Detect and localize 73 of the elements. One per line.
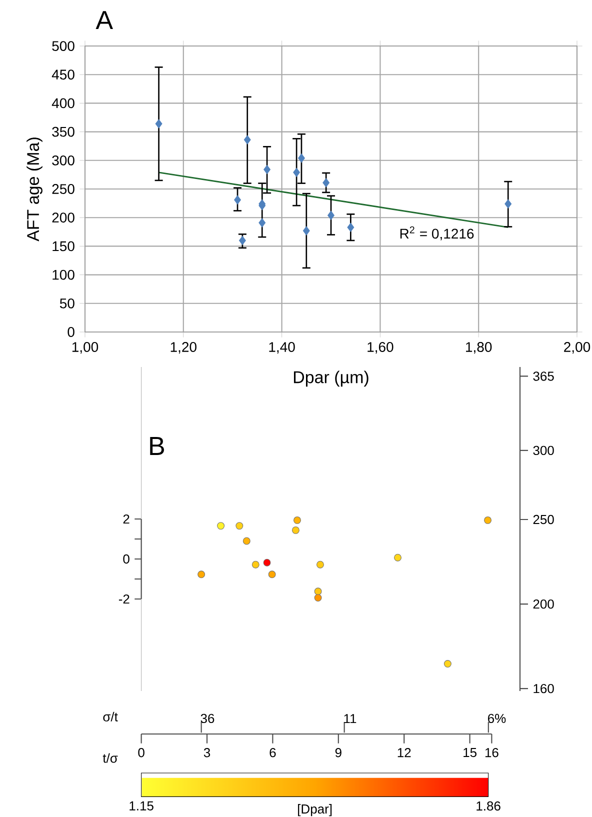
point [298, 154, 305, 163]
y-tick-label: 50 [60, 298, 74, 308]
point [292, 526, 300, 534]
y-tick-label: 250 [52, 184, 74, 194]
x-tick-label: 1,60 [368, 342, 394, 354]
x-tick-label: 16 [485, 748, 498, 758]
point [314, 588, 322, 596]
y-tick-label: 300 [52, 155, 74, 166]
y-tick-label: 0 [123, 554, 130, 564]
x-tick-label: 6 [270, 748, 276, 758]
text: B [150, 437, 164, 455]
point [263, 558, 271, 566]
text: 6% [488, 714, 506, 724]
point [322, 178, 330, 188]
point [155, 119, 162, 128]
color-bar-label: 1.86 [476, 801, 500, 811]
y-tick-label: 2 [123, 514, 130, 524]
y-tick-label: 400 [52, 98, 74, 108]
y-tick-label: 0 [68, 327, 74, 337]
y-tick-label: -2 [118, 594, 130, 604]
point [236, 522, 244, 530]
point [484, 516, 492, 524]
y-tick-label: 350 [52, 126, 74, 137]
y2-tick-label: 365 [533, 372, 554, 381]
y-tick-label: 500 [52, 41, 74, 51]
y-axis-title: AFT age (Ma) [26, 138, 42, 242]
x2-axis-title: σ/t [103, 712, 118, 722]
y2-tick-label: 200 [533, 599, 554, 609]
x-tick-label: 1,00 [72, 342, 98, 354]
point [314, 594, 322, 602]
point [268, 570, 276, 578]
y-tick-label: 150 [52, 241, 74, 252]
point [293, 516, 301, 524]
color-bar-label: 1.15 [130, 801, 154, 810]
x-axis-title: Dpar (µm) [294, 370, 368, 387]
color-bar-title: [Dpar] [298, 804, 332, 816]
x-tick-label: 15 [464, 748, 476, 758]
y2-tick-label: 300 [533, 446, 554, 456]
point [394, 554, 402, 562]
chart-title: A [96, 11, 114, 29]
point [252, 560, 260, 568]
x-tick-label: 3 [204, 748, 210, 758]
point [347, 222, 354, 232]
x-tick-label: 2,00 [564, 342, 590, 354]
point [302, 226, 310, 236]
text: 11 [344, 714, 356, 724]
text: 36 [200, 714, 214, 724]
point [238, 236, 246, 246]
point [444, 660, 452, 668]
x-axis-title: t/σ [102, 753, 118, 763]
y-tick-label: 100 [52, 270, 74, 280]
point [217, 522, 225, 530]
point [504, 199, 512, 208]
point [234, 195, 241, 204]
y2-tick-label: 160 [534, 684, 554, 694]
point [316, 560, 324, 568]
x-tick-label: 1,40 [269, 342, 295, 354]
y-tick-label: 200 [52, 212, 74, 223]
annotation: R$^{2}$ = 0,1216 [400, 226, 474, 240]
point [328, 210, 334, 220]
x-tick-label: 12 [398, 748, 411, 758]
x-tick-label: 0 [138, 748, 144, 758]
x-tick-label: 9 [335, 748, 342, 758]
y-tick-label: 450 [52, 70, 74, 80]
point [198, 570, 206, 578]
point [264, 165, 271, 174]
point [242, 537, 250, 545]
point [293, 168, 300, 177]
point [258, 218, 266, 228]
y2-tick-label: 250 [533, 514, 554, 524]
x-tick-label: 1,80 [466, 342, 492, 354]
point [244, 135, 251, 144]
x-tick-label: 1,20 [170, 342, 196, 354]
